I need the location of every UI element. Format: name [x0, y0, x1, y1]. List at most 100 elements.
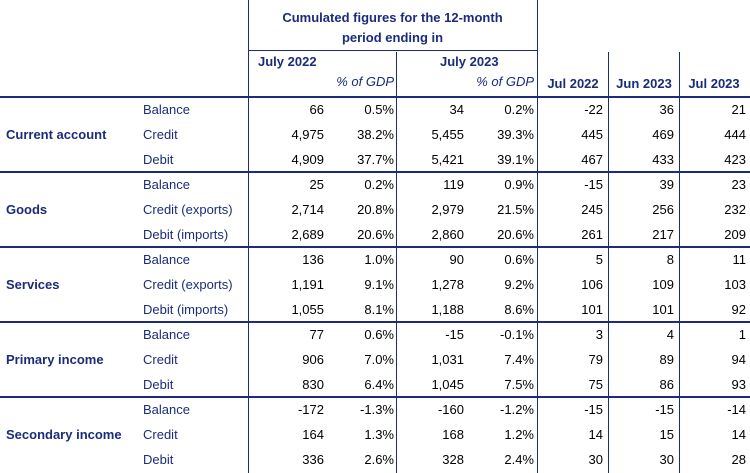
monthly-value-0: 101 — [581, 302, 603, 317]
row-label: Credit (exports) — [143, 202, 233, 217]
pct-period1: 20.6% — [357, 227, 394, 242]
pct-period1: 1.0% — [364, 252, 394, 267]
pct-period2: 2.4% — [504, 452, 534, 467]
value-period2: 1,278 — [431, 277, 464, 292]
value-period2: -160 — [437, 402, 464, 417]
monthly-value-2: 28 — [731, 452, 746, 467]
row-label: Credit — [143, 427, 178, 442]
cumulated-header-line2: period ending in — [341, 30, 444, 45]
pct-gdp-header-2: % of GDP — [476, 74, 534, 89]
pct-period2: 0.9% — [504, 177, 534, 192]
value-period1: 164 — [302, 427, 324, 442]
value-period1: 830 — [302, 377, 324, 392]
pct-period1: 0.6% — [364, 327, 394, 342]
pct-period1: 0.2% — [364, 177, 394, 192]
pct-period1: 2.6% — [364, 452, 394, 467]
monthly-value-0: 106 — [581, 277, 603, 292]
value-period2: 2,979 — [431, 202, 464, 217]
pct-period2: 20.6% — [497, 227, 534, 242]
pct-period1: -1.3% — [360, 402, 394, 417]
section-label: Services — [6, 277, 60, 292]
value-period1: 136 — [302, 252, 324, 267]
value-period2: 119 — [443, 177, 464, 192]
pct-period2: 0.6% — [504, 252, 534, 267]
monthly-value-1: 4 — [666, 327, 674, 342]
section-label: Primary income — [6, 352, 104, 367]
value-period2: 90 — [449, 252, 464, 267]
monthly-value-1: 217 — [652, 227, 674, 242]
monthly-value-1: 433 — [652, 152, 674, 167]
value-period2: 5,421 — [431, 152, 464, 167]
row-label: Balance — [143, 402, 190, 417]
value-period2: 5,455 — [431, 127, 464, 142]
row-label: Balance — [143, 252, 190, 267]
vline-monthly — [537, 0, 538, 473]
pct-period1: 1.3% — [364, 427, 394, 442]
monthly-value-1: 469 — [652, 127, 674, 142]
monthly-value-0: 5 — [595, 252, 603, 267]
monthly-header-2: Jul 2023 — [688, 76, 740, 91]
monthly-value-0: 75 — [588, 377, 603, 392]
monthly-header-1: Jun 2023 — [616, 76, 672, 91]
pct-period2: 39.1% — [497, 152, 534, 167]
pct-period1: 38.2% — [357, 127, 394, 142]
monthly-header-0: Jul 2022 — [547, 76, 599, 91]
pct-period2: 7.5% — [504, 377, 534, 392]
vline-monthly-1 — [608, 52, 609, 473]
pct-period1: 9.1% — [364, 277, 394, 292]
pct-period1: 0.5% — [364, 102, 394, 117]
row-label: Debit — [143, 452, 174, 467]
monthly-value-2: 444 — [724, 127, 746, 142]
pct-period2: 1.2% — [504, 427, 534, 442]
value-period1: -172 — [297, 402, 324, 417]
monthly-value-1: 101 — [652, 302, 674, 317]
header-bottom-rule — [0, 96, 750, 98]
monthly-value-1: 109 — [652, 277, 674, 292]
monthly-value-0: -15 — [584, 177, 603, 192]
value-period1: 4,975 — [291, 127, 324, 142]
section-separator — [0, 321, 750, 323]
monthly-value-2: 232 — [724, 202, 746, 217]
monthly-value-2: 93 — [731, 377, 746, 392]
pct-period2: 39.3% — [497, 127, 534, 142]
row-label: Credit (exports) — [143, 277, 233, 292]
value-period1: 336 — [302, 452, 324, 467]
monthly-value-1: 8 — [666, 252, 674, 267]
row-label: Debit — [143, 377, 174, 392]
monthly-value-1: 39 — [659, 177, 674, 192]
value-period2: 1,031 — [431, 352, 464, 367]
value-period2: 168 — [442, 427, 464, 442]
pct-period2: -1.2% — [500, 402, 534, 417]
monthly-value-2: 14 — [731, 427, 746, 442]
value-period2: 1,045 — [431, 377, 464, 392]
value-period1: 66 — [309, 102, 324, 117]
section-separator — [0, 171, 750, 173]
pct-period1: 7.0% — [364, 352, 394, 367]
monthly-value-2: 11 — [732, 252, 747, 267]
monthly-value-2: 23 — [731, 177, 746, 192]
monthly-value-2: 423 — [724, 152, 746, 167]
monthly-value-0: 245 — [581, 202, 603, 217]
value-period1: 1,055 — [291, 302, 324, 317]
period1-header: July 2022 — [258, 54, 317, 69]
monthly-value-2: -14 — [727, 402, 746, 417]
monthly-value-0: 467 — [581, 152, 603, 167]
monthly-value-1: -15 — [655, 402, 674, 417]
monthly-value-2: 92 — [731, 302, 746, 317]
value-period1: 4,909 — [291, 152, 324, 167]
value-period2: -15 — [445, 327, 464, 342]
row-label: Balance — [143, 327, 190, 342]
value-period2: 2,860 — [431, 227, 464, 242]
monthly-value-2: 1 — [738, 327, 746, 342]
section-separator — [0, 396, 750, 398]
pct-period2: 9.2% — [504, 277, 534, 292]
monthly-value-0: 30 — [588, 452, 603, 467]
value-period1: 1,191 — [291, 277, 324, 292]
section-label: Current account — [6, 127, 107, 142]
section-label: Goods — [6, 202, 48, 217]
pct-period1: 20.8% — [357, 202, 394, 217]
value-period1: 906 — [302, 352, 324, 367]
monthly-value-2: 21 — [731, 102, 746, 117]
value-period1: 2,714 — [291, 202, 324, 217]
